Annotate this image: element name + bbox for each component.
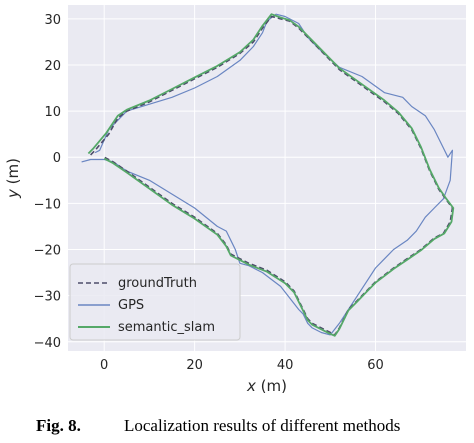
legend-label-gps: GPS [118,298,144,313]
x-axis-label: x (m) [246,377,287,395]
figure-caption: Fig. 8. Localization results of differen… [0,410,474,440]
y-tick-labels: 30 20 10 0 −10 −20 −30 −40 [34,13,61,351]
y-axis-label-var: y [4,188,22,199]
series-lines [81,13,455,337]
series-line-gps [81,13,453,336]
x-tick-labels: 0 20 40 60 [100,358,384,373]
y-tick-label: −40 [34,336,61,351]
y-tick-label: −30 [34,290,61,305]
y-tick-label: 0 [53,151,61,166]
y-axis-label: y (m) [4,158,22,199]
series-line-semantic-slam [87,13,455,337]
y-tick-label: 30 [44,13,61,28]
legend-label-groundtruth: groundTruth [118,276,197,291]
x-tick-label: 0 [100,358,108,373]
figure-caption-label: Fig. 8. [36,416,81,435]
x-axis-label-var: x [246,377,256,395]
x-tick-label: 20 [186,358,203,373]
y-tick-label: 10 [44,105,61,120]
grid [68,5,466,351]
legend-label-semantic-slam: semantic_slam [118,320,215,335]
figure-caption-text: Localization results of different method… [124,416,401,435]
x-axis-label-unit: (m) [261,377,287,395]
legend: groundTruth GPS semantic_slam [69,263,241,341]
series-line-groundtruth [90,15,454,336]
x-tick-label: 40 [277,358,294,373]
legend-box [69,263,241,341]
y-tick-label: 20 [44,59,61,74]
y-axis-label-unit: (m) [4,158,22,184]
y-tick-label: −20 [34,244,61,259]
y-tick-label: −10 [34,197,61,212]
x-tick-label: 60 [367,358,384,373]
